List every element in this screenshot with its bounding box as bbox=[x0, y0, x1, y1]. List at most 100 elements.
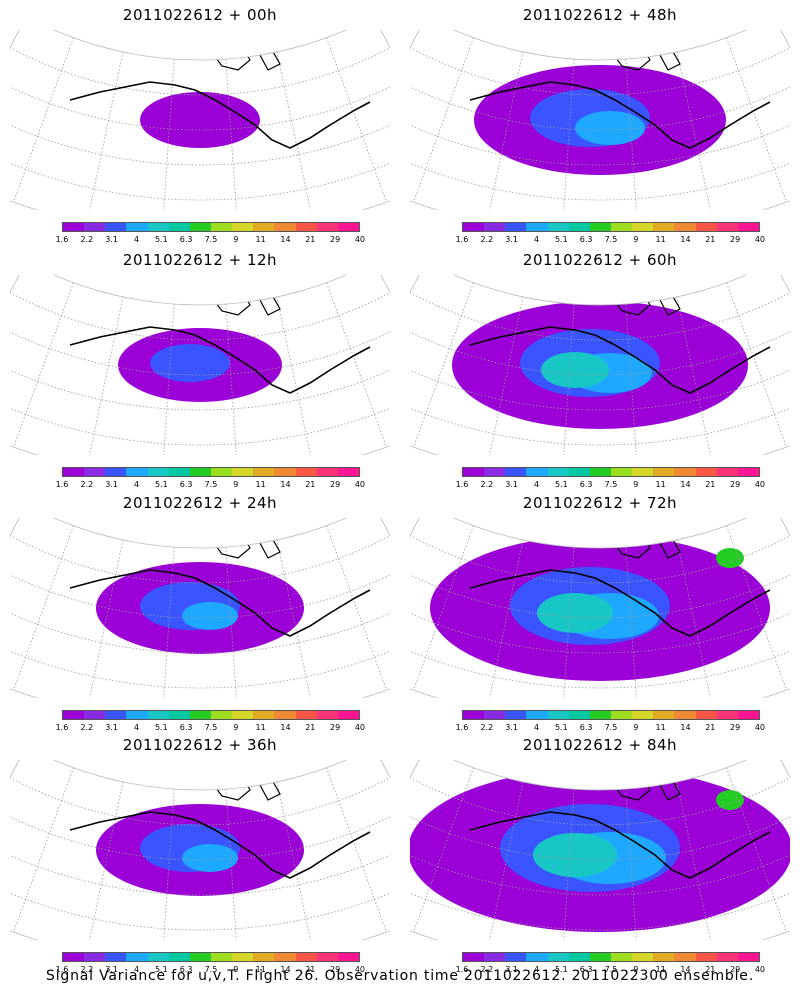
colorbar-segment bbox=[210, 711, 233, 719]
colorbar-label: 3.1 bbox=[105, 235, 119, 244]
colorbar-label: 4 bbox=[533, 965, 540, 974]
colorbar-segment bbox=[189, 468, 211, 476]
colorbar-label: 40 bbox=[754, 723, 766, 732]
colorbar-label: 40 bbox=[354, 965, 366, 974]
colorbar-label: 2.2 bbox=[480, 480, 494, 489]
colorbar-label: 11 bbox=[655, 480, 666, 489]
colorbar-segment bbox=[168, 468, 190, 476]
colorbar-label: 40 bbox=[754, 235, 766, 244]
colorbar-segment bbox=[547, 711, 569, 719]
colorbar-label: 29 bbox=[730, 235, 741, 244]
colorbar-segment bbox=[63, 223, 85, 231]
colorbar-labels: 1.6 2.2 3.1 4 5.1 6.3 7.5 9 11 14 21 29 40 bbox=[50, 965, 372, 975]
colorbar-label: 2.2 bbox=[480, 965, 494, 974]
colorbar-label: 14 bbox=[680, 965, 691, 974]
colorbar-label: 7.5 bbox=[204, 965, 218, 974]
colorbar-label: 14 bbox=[680, 235, 691, 244]
colorbar bbox=[462, 952, 760, 962]
colorbar-label: 9 bbox=[633, 723, 639, 732]
colorbar-label: 2.2 bbox=[480, 723, 494, 732]
colorbar-segment bbox=[63, 468, 85, 476]
forecast-panel: 2011022612 + 48h 1.6 2.2 3.1 4 5.1 6.3 7.5 9 11 14… bbox=[400, 0, 800, 244]
panel-title: 2011022612 + 48h bbox=[522, 6, 678, 24]
colorbar-labels: 1.6 2.2 3.1 4 5.1 6.3 7.5 9 11 14 21 29 40 bbox=[450, 723, 772, 733]
colorbar-label: 5.1 bbox=[554, 235, 568, 244]
colorbar-segment bbox=[674, 468, 696, 476]
colorbar-label: 11 bbox=[255, 235, 266, 244]
colorbar-segment bbox=[189, 711, 211, 719]
colorbar-labels: 1.6 2.2 3.1 4 5.1 6.3 7.5 9 11 14 21 29 40 bbox=[450, 480, 772, 490]
forecast-panel: 2011022612 + 12h 1.6 2.2 3.1 4 5.1 6.3 7.5 9 11 14… bbox=[0, 245, 400, 489]
panel-title: 2011022612 + 00h bbox=[122, 6, 278, 24]
map-plot bbox=[410, 518, 790, 698]
colorbar-segment bbox=[463, 468, 485, 476]
colorbar-label: 7.5 bbox=[604, 480, 618, 489]
colorbar-segment bbox=[484, 711, 506, 719]
colorbar-segment bbox=[253, 223, 275, 231]
colorbar-segment bbox=[126, 468, 148, 476]
colorbar-segment bbox=[84, 468, 106, 476]
colorbar-label: 14 bbox=[280, 965, 291, 974]
colorbar-segment bbox=[653, 468, 675, 476]
colorbar-label: 6.3 bbox=[579, 480, 593, 489]
colorbar-label: 7.5 bbox=[204, 480, 218, 489]
colorbar-label: 6.3 bbox=[179, 480, 193, 489]
forecast-panel: 2011022612 + 84h 1.6 2.2 3.1 4 5.1 6.3 7.5 9 11 14… bbox=[400, 730, 800, 974]
colorbar-label: 4 bbox=[133, 965, 140, 974]
panel-title: 2011022612 + 84h bbox=[522, 736, 678, 754]
colorbar-segment bbox=[316, 468, 338, 476]
colorbar-label: 40 bbox=[754, 965, 766, 974]
colorbar-segment bbox=[316, 953, 338, 961]
forecast-panel: 2011022612 + 72h 1.6 2.2 3.1 4 5.1 6.3 7.5 9 11 14… bbox=[400, 488, 800, 732]
colorbar-label: 4 bbox=[133, 723, 140, 732]
colorbar-segment bbox=[695, 953, 717, 961]
colorbar-segment bbox=[547, 223, 569, 231]
colorbar-segment bbox=[105, 953, 127, 961]
colorbar-segment bbox=[716, 223, 738, 231]
colorbar-segment bbox=[737, 711, 759, 719]
colorbar-segment bbox=[695, 711, 717, 719]
colorbar-label: 9 bbox=[633, 480, 639, 489]
colorbar-segment bbox=[568, 953, 590, 961]
colorbar-segment bbox=[210, 468, 233, 476]
forecast-panel: 2011022612 + 60h 1.6 2.2 3.1 4 5.1 6.3 7.5 9 11 14… bbox=[400, 245, 800, 489]
colorbar-segment bbox=[168, 223, 190, 231]
colorbar-label: 4 bbox=[533, 235, 540, 244]
colorbar-label: 9 bbox=[233, 235, 239, 244]
colorbar-segment bbox=[568, 223, 590, 231]
colorbar-segment bbox=[505, 223, 527, 231]
colorbar-segment bbox=[505, 468, 527, 476]
colorbar-label: 21 bbox=[705, 723, 716, 732]
colorbar-segment bbox=[147, 953, 169, 961]
colorbar-segment bbox=[589, 223, 611, 231]
colorbar-segment bbox=[526, 711, 548, 719]
coastline bbox=[469, 569, 771, 637]
panel-title: 2011022612 + 60h bbox=[522, 251, 678, 269]
colorbar-segment bbox=[716, 711, 738, 719]
colorbar-segment bbox=[126, 223, 148, 231]
colorbar-label: 5.1 bbox=[154, 723, 168, 732]
colorbar-label: 1.6 bbox=[55, 723, 69, 732]
colorbar-segment bbox=[274, 468, 296, 476]
colorbar-segment bbox=[568, 468, 590, 476]
colorbar-segment bbox=[463, 711, 485, 719]
colorbar-label: 7.5 bbox=[204, 723, 218, 732]
colorbar bbox=[62, 467, 360, 477]
colorbar-segment bbox=[484, 953, 506, 961]
colorbar-labels: 1.6 2.2 3.1 4 5.1 6.3 7.5 9 11 14 21 29 40 bbox=[450, 965, 772, 975]
forecast-panel: 2011022612 + 36h 1.6 2.2 3.1 4 5.1 6.3 7.5 9 11 14… bbox=[0, 730, 400, 974]
colorbar-labels: 1.6 2.2 3.1 4 5.1 6.3 7.5 9 11 14 21 29 40 bbox=[50, 723, 372, 733]
colorbar-segment bbox=[210, 223, 233, 231]
coastline bbox=[69, 326, 371, 394]
colorbar-segment bbox=[568, 711, 590, 719]
colorbar-segment bbox=[484, 223, 506, 231]
colorbar-segment bbox=[168, 711, 190, 719]
colorbar-segment bbox=[274, 711, 296, 719]
colorbar-label: 11 bbox=[655, 723, 666, 732]
colorbar-label: 9 bbox=[233, 965, 239, 974]
colorbar-segment bbox=[105, 468, 127, 476]
map-plot bbox=[10, 760, 390, 940]
coastline bbox=[469, 81, 771, 149]
colorbar-label: 1.6 bbox=[55, 480, 69, 489]
colorbar-label: 14 bbox=[680, 723, 691, 732]
